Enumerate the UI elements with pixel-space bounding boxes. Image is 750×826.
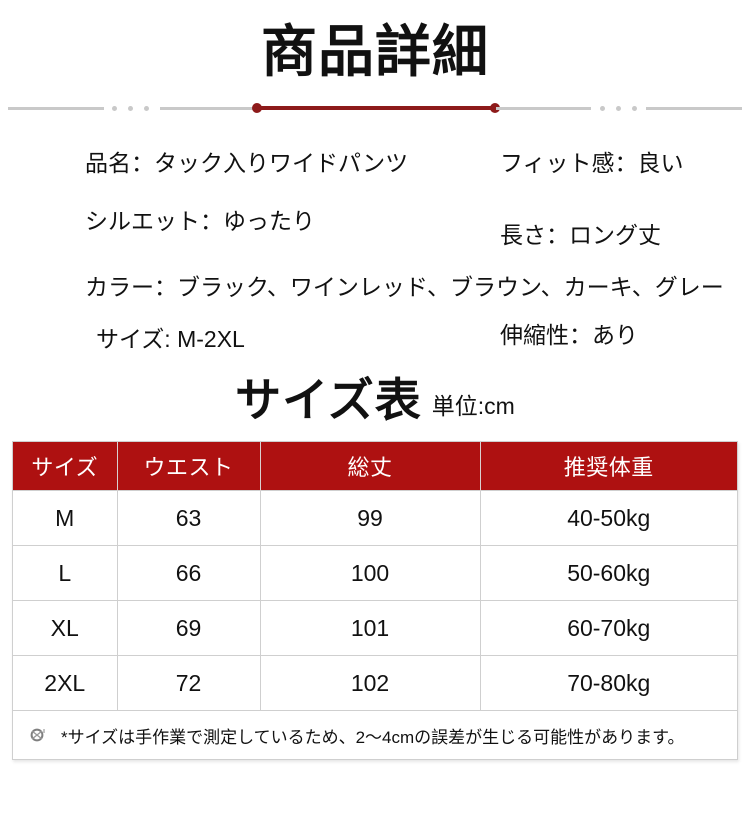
page-title: 商品詳細 [261, 20, 489, 83]
cell-waist: 63 [117, 490, 261, 546]
spec-item-color: カラー：ブラック、ワインレッド、ブラウン、カーキ、グレー [85, 274, 724, 300]
table-note-row: *サイズは手作業で測定しているため、2〜4cmの誤差が生じる可能性があります。 [13, 710, 737, 759]
cell-length: 102 [260, 655, 481, 711]
table-row: M 63 99 40-50kg [13, 490, 737, 546]
table-row: L 66 100 50-60kg [13, 545, 737, 601]
divider-dot [112, 106, 117, 111]
spec-item-name: 品名：タック入りワイドパンツ [85, 150, 409, 176]
cell-weight: 40-50kg [480, 490, 737, 546]
cell-length: 99 [260, 490, 481, 546]
size-chart-heading: サイズ表 単位:cm [0, 365, 750, 423]
spec-item-silhouette: シルエット：ゆったり [85, 208, 315, 234]
table-note-cell: *サイズは手作業で測定しているため、2〜4cmの誤差が生じる可能性があります。 [13, 710, 737, 759]
column-header-weight: 推奨体重 [480, 442, 737, 491]
divider-dot [600, 106, 605, 111]
measure-icon [29, 727, 47, 743]
size-chart-title: サイズ表 [235, 374, 422, 426]
size-table-container: サイズ ウエスト 総丈 推奨体重 M 63 99 40-50kg L 66 10… [12, 441, 738, 760]
size-table: サイズ ウエスト 総丈 推奨体重 M 63 99 40-50kg L 66 10… [13, 442, 737, 759]
column-header-size: サイズ [13, 442, 118, 491]
cell-size: 2XL [13, 655, 118, 711]
divider-dot [632, 106, 637, 111]
column-header-waist: ウエスト [117, 442, 261, 491]
cell-weight: 60-70kg [480, 600, 737, 656]
cell-weight: 50-60kg [480, 545, 737, 601]
divider-dot [144, 106, 149, 111]
column-header-length: 総丈 [260, 442, 481, 491]
spec-item-fit: フィット感：良い [500, 150, 684, 176]
divider-line-right-outer [646, 107, 742, 110]
table-header-row: サイズ ウエスト 総丈 推奨体重 [13, 442, 737, 491]
divider-dot [128, 106, 133, 111]
divider-line-left-outer [8, 107, 104, 110]
spec-item-size: サイズ: M-2XL [96, 326, 245, 352]
cell-size: M [13, 490, 118, 546]
section-divider [0, 96, 750, 120]
cell-size: L [13, 545, 118, 601]
divider-dots-right [600, 106, 637, 111]
cell-length: 100 [260, 545, 481, 601]
table-note-text: *サイズは手作業で測定しているため、2〜4cmの誤差が生じる可能性があります。 [61, 727, 685, 747]
table-row: XL 69 101 60-70kg [13, 600, 737, 656]
divider-dot [616, 106, 621, 111]
cell-waist: 66 [117, 545, 261, 601]
spec-item-stretch: 伸縮性：あり [500, 322, 638, 348]
cell-size: XL [13, 600, 118, 656]
cell-weight: 70-80kg [480, 655, 737, 711]
cell-waist: 72 [117, 655, 261, 711]
size-chart-unit: 単位:cm [431, 393, 515, 419]
table-row: 2XL 72 102 70-80kg [13, 655, 737, 711]
divider-line-left-inner [160, 107, 255, 110]
divider-accent-bar [256, 106, 496, 110]
cell-length: 101 [260, 600, 481, 656]
divider-endpoint-right [490, 103, 500, 113]
cell-waist: 69 [117, 600, 261, 656]
divider-dots-left [112, 106, 149, 111]
divider-line-right-inner [496, 107, 591, 110]
product-spec-list: 品名：タック入りワイドパンツ フィット感：良い シルエット：ゆったり 長さ：ロン… [0, 134, 750, 359]
spec-item-length: 長さ：ロング丈 [500, 222, 661, 248]
